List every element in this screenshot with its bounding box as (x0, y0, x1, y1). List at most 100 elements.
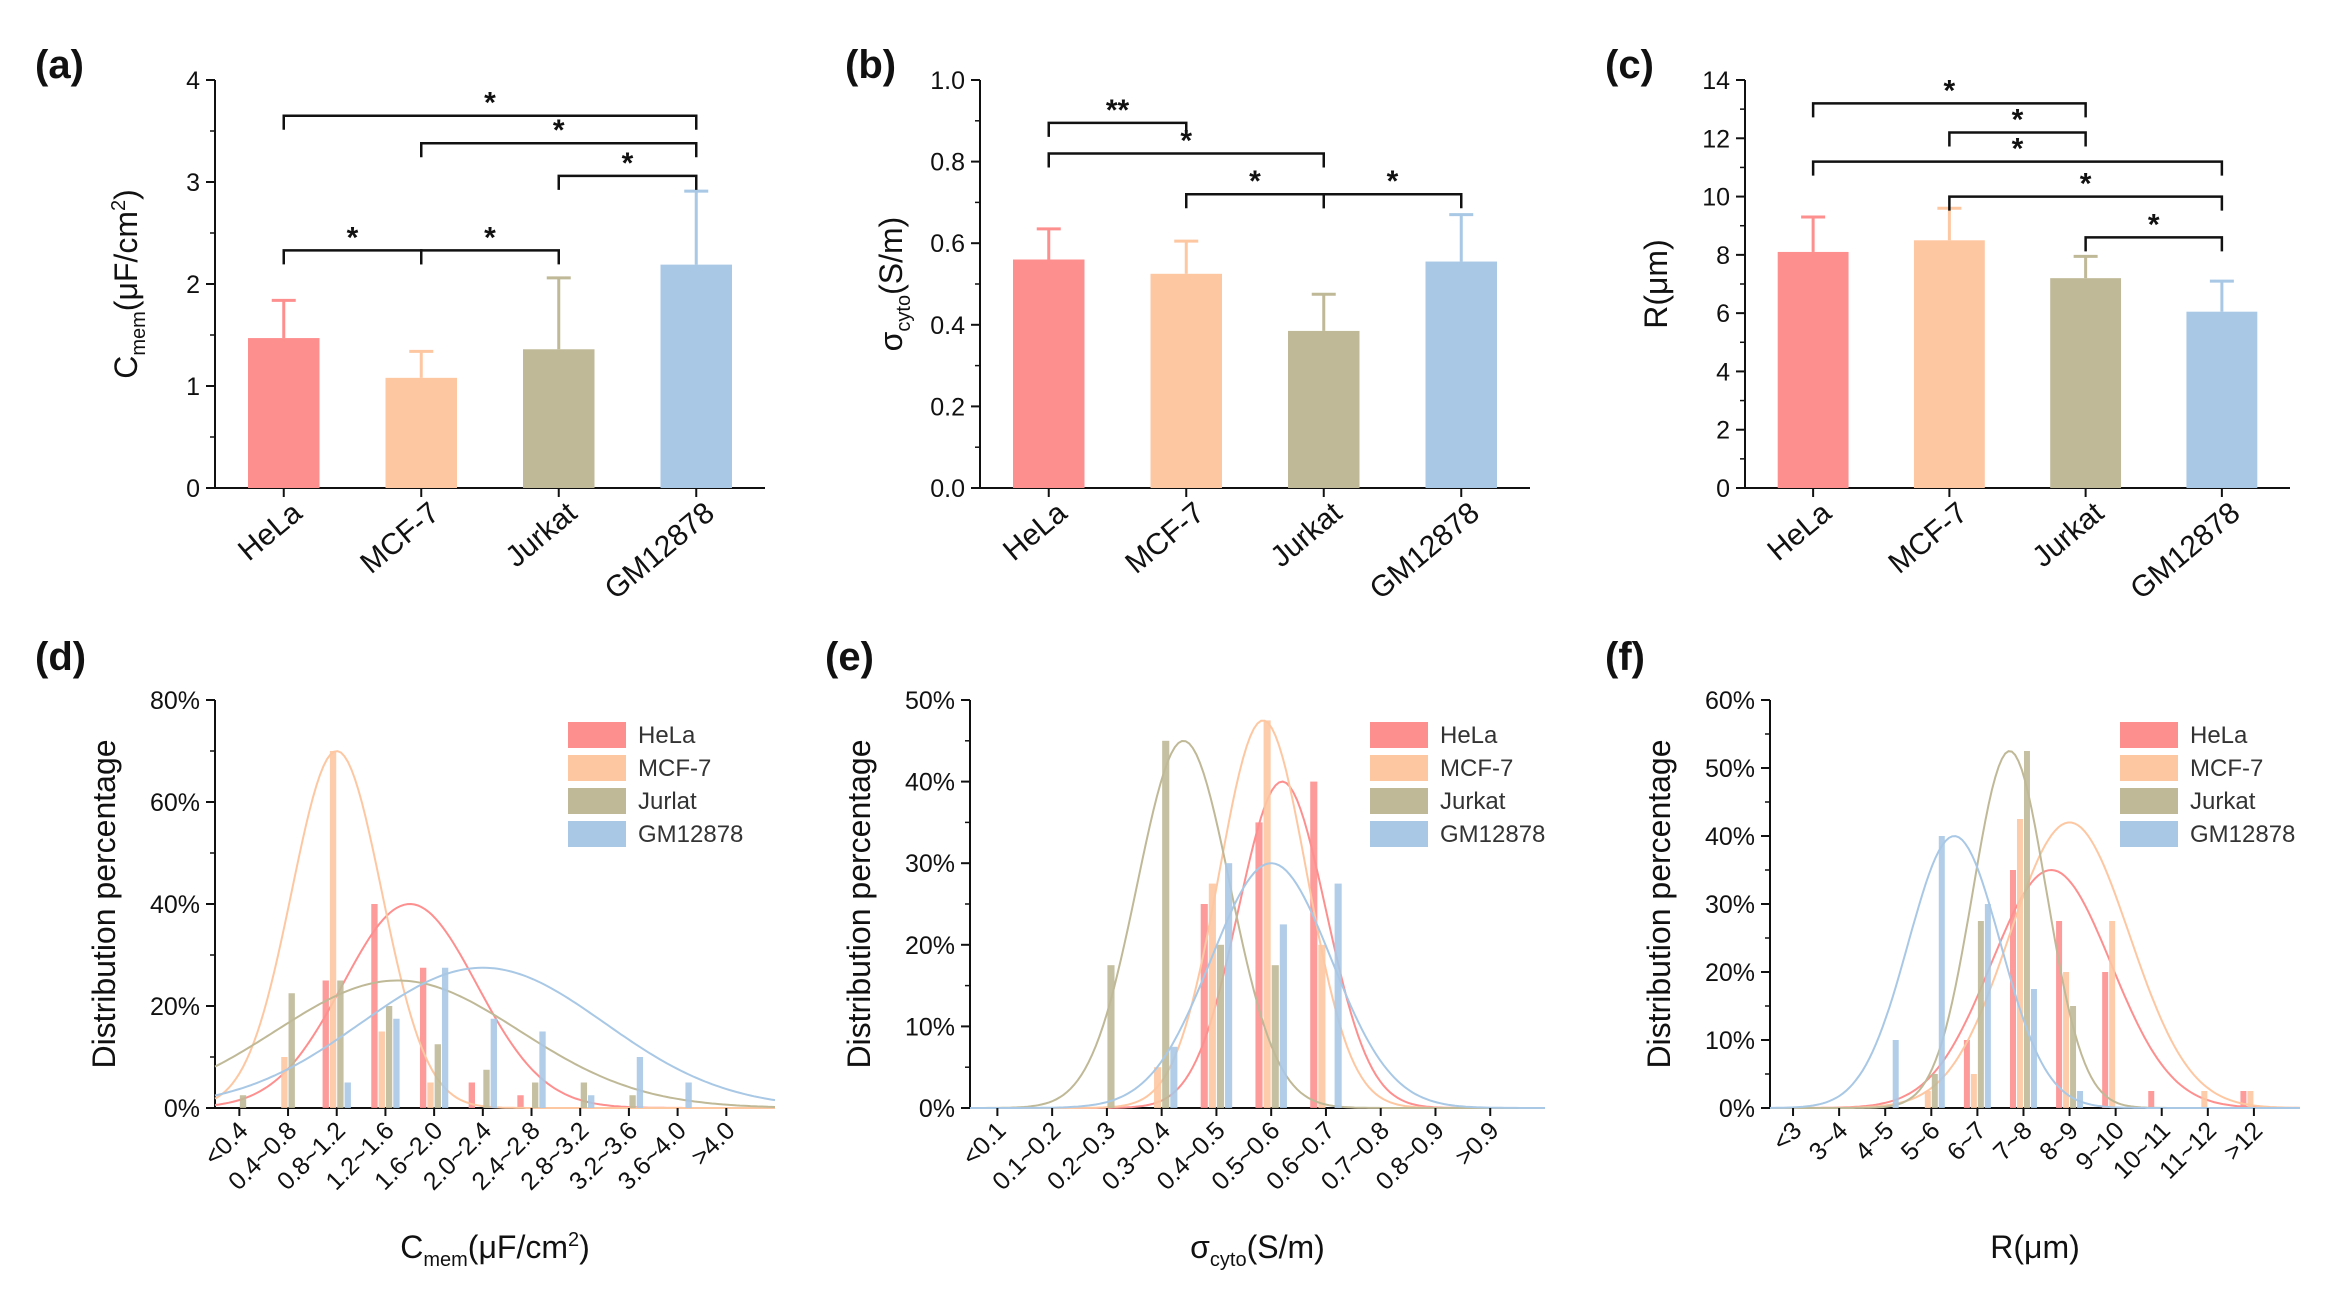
bar-hela-4 (1200, 904, 1208, 1108)
significance-bracket (1811, 102, 2087, 118)
y-tick-label: 0.4 (930, 312, 965, 340)
y-tick-label: 20% (150, 993, 200, 1021)
x-tick-label: MCF-7 (1119, 496, 1210, 580)
panel-f: (f) 0% 10% 20% 30% 40% 50% 60% <33~44~55~66~77~8… (1605, 635, 2301, 1265)
y-tick-label: 4 (186, 67, 200, 95)
y-tick-label: 4 (1716, 358, 1730, 386)
bar-jurkat-4 (1977, 921, 1984, 1108)
bar-gm12878 (660, 264, 732, 488)
x-tick-label: GM12878 (1364, 496, 1486, 606)
bar-hela-4 (419, 967, 427, 1108)
bar-gm12878-4 (1984, 904, 1991, 1108)
x-axis-title: R(μm) (1990, 1229, 2080, 1265)
y-axis-title: R(μm) (1638, 239, 1674, 329)
bar-jurlat-8 (629, 1095, 636, 1108)
y-tick-label: 1 (186, 373, 200, 401)
y-axis-title: Cmem(μF/cm2) (108, 189, 150, 379)
y-tick-label: 60% (150, 789, 200, 817)
x-tick-label: HeLa (1761, 496, 1837, 568)
bar-jurkat (2050, 278, 2122, 488)
legend-label: GM12878 (638, 821, 743, 848)
fit-curve-gm12878 (970, 862, 1545, 1109)
bar-hela-6 (517, 1095, 524, 1108)
significance-marker: * (484, 221, 496, 254)
significance-marker: * (484, 87, 496, 120)
x-tick-label: 4~5 (1850, 1116, 1900, 1166)
fit-curve-gm12878 (1770, 835, 2300, 1109)
significance-marker: * (1387, 165, 1399, 198)
y-tick-label: 0 (186, 475, 200, 503)
legend-label: HeLa (1440, 722, 1498, 749)
legend-label: MCF-7 (638, 755, 711, 782)
panel-b: (b) 0.0 0.2 0.4 0.6 0.8 1.0 HeLa MCF-7 Jurkat GM12… (845, 43, 1530, 606)
bar-gm12878-5 (490, 1018, 497, 1108)
bar-hela-7 (2102, 972, 2109, 1108)
panel-label: (b) (845, 43, 896, 87)
y-tick-label: 2 (1716, 417, 1730, 445)
significance-bracket (1948, 131, 2087, 147)
significance-bracket (282, 114, 698, 130)
y-axis-title: σcyto(S/m) (873, 217, 915, 352)
label-part: C (108, 356, 144, 379)
significance-bracket (420, 249, 560, 265)
bar-gm12878-6 (2077, 1091, 2084, 1108)
significance-marker: * (2148, 208, 2160, 241)
bar-gm12878-7 (588, 1095, 595, 1108)
panel-label: (a) (35, 43, 84, 87)
bar-mcf-7-4 (1970, 1074, 1977, 1108)
panel-label: (c) (1605, 43, 1654, 87)
bar-hela-4 (1963, 1040, 1970, 1108)
label-part: R(μm) (1638, 239, 1674, 329)
bar-gm12878 (2186, 311, 2258, 488)
y-tick-label: 2 (186, 271, 200, 299)
label-part: ) (579, 1229, 590, 1265)
x-tick-label: 5~6 (1896, 1116, 1946, 1166)
bar-jurlat-7 (580, 1082, 588, 1108)
bar-jurlat-1 (288, 993, 295, 1108)
y-tick-label: 0% (164, 1095, 200, 1123)
bar-jurkat-5 (1271, 965, 1279, 1108)
y-tick-label: 10% (1705, 1027, 1755, 1055)
bar-mcf-7-5 (2016, 819, 2023, 1108)
label-part: ) (108, 189, 144, 200)
bar-mcf-7 (1150, 273, 1222, 488)
panel-label: (d) (35, 635, 86, 679)
y-tick-label: 0% (919, 1095, 955, 1123)
label-part: C (400, 1229, 423, 1265)
bar-mcf-7-6 (1318, 944, 1326, 1108)
bar-mcf-7-7 (2109, 921, 2116, 1108)
x-tick-label: HeLa (997, 496, 1073, 568)
y-tick-label: 80% (150, 687, 200, 715)
bar-jurlat-6 (532, 1082, 539, 1108)
bar-jurkat-5 (2023, 751, 2030, 1108)
x-tick-label: Jurkat (1264, 496, 1348, 574)
label-part: (S/m) (1247, 1229, 1325, 1265)
bar-jurlat-2 (337, 980, 344, 1108)
bar-gm12878-4 (441, 967, 449, 1108)
bar-mcf-7 (1913, 240, 1985, 488)
bar-mcf-7-3 (1924, 1091, 1931, 1108)
label-part: 2 (108, 200, 130, 211)
panel-label: (f) (1605, 635, 1645, 679)
bar-jurkat (523, 349, 595, 488)
x-tick-label: MCF-7 (354, 496, 445, 580)
y-tick-label: 3 (186, 169, 200, 197)
bar-mcf-7-6 (2063, 972, 2070, 1108)
y-tick-label: 0.6 (930, 230, 965, 258)
x-tick-label: Jurkat (2026, 496, 2110, 574)
bar-gm12878-3 (1170, 1046, 1178, 1108)
bar-jurlat-4 (434, 1044, 441, 1108)
x-tick-label: >12 (2218, 1116, 2268, 1166)
y-tick-label: 14 (1702, 67, 1730, 95)
y-axis-title: Distribution percentage (1641, 739, 1677, 1068)
significance-marker: * (2012, 103, 2024, 136)
y-tick-label: 30% (905, 850, 955, 878)
x-tick-label: GM12878 (2124, 496, 2246, 606)
bar-mcf-7-10 (2247, 1091, 2254, 1108)
bar-hela-6 (1310, 781, 1318, 1108)
label-part: R(μm) (1990, 1229, 2080, 1265)
bar-hela-10 (2240, 1091, 2247, 1108)
y-tick-label: 50% (1705, 755, 1755, 783)
